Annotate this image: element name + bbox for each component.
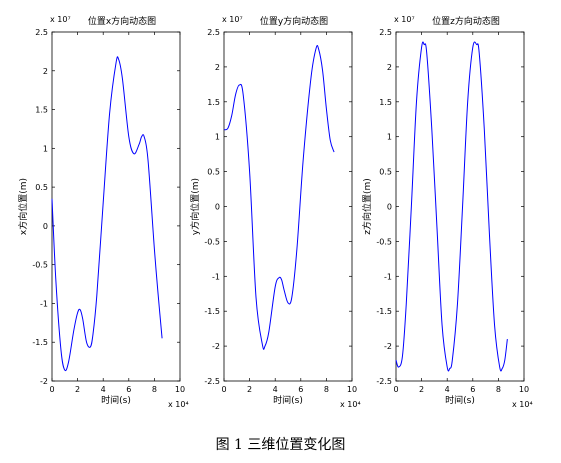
y-tick-label: 0 <box>215 203 220 212</box>
y-tick-label: -1 <box>40 299 48 308</box>
x-tick-label: 4 <box>101 385 106 394</box>
x-tick-label: 6 <box>298 385 303 394</box>
y-tick-label: 2 <box>215 63 220 72</box>
y-exponent-label: x 10⁷ <box>50 15 71 24</box>
series-line-1 <box>51 56 163 372</box>
plot-frame <box>395 31 525 382</box>
y-tick-label: -0.5 <box>204 237 220 246</box>
x-tick-label: 2 <box>419 385 424 394</box>
x-tick-label: 10 <box>519 385 529 394</box>
x-tick-label: 4 <box>273 385 278 394</box>
y-tick-label: -0.5 <box>376 237 392 246</box>
y-axis-label: x方向位置(m) <box>17 178 29 235</box>
y-axis-label: y方向位置(m) <box>189 178 201 235</box>
y-exponent-label: x 10⁷ <box>394 15 415 24</box>
x-tick-label: 10 <box>347 385 357 394</box>
y-tick-label: 0.5 <box>207 168 220 177</box>
y-tick-label: 1.5 <box>35 106 48 115</box>
chart-title: 位置z方向动态图 <box>432 15 500 27</box>
x-exponent-label: x 10⁴ <box>340 400 361 409</box>
y-tick-label: 0.5 <box>379 168 392 177</box>
series-line-1 <box>223 44 335 350</box>
x-tick-label: 10 <box>175 385 185 394</box>
y-tick-label: 1.5 <box>379 98 392 107</box>
figure-caption: 图 1 三维位置变化图 <box>215 437 346 453</box>
y-tick-label: -2.5 <box>204 377 220 386</box>
y-tick-label: -1 <box>384 272 392 281</box>
y-tick-label: 2.5 <box>207 28 220 37</box>
y-tick-label: 2.5 <box>35 28 48 37</box>
x-tick-label: 2 <box>75 385 80 394</box>
x-exponent-label: x 10⁴ <box>168 400 189 409</box>
y-tick-label: 1.5 <box>207 98 220 107</box>
y-tick-label: -1.5 <box>204 307 220 316</box>
x-axis-label: 时间(s) <box>273 394 303 406</box>
y-tick-label: -1.5 <box>376 307 392 316</box>
y-tick-label: 0 <box>387 203 392 212</box>
x-tick-label: 0 <box>393 385 398 394</box>
y-axis-label: z方向位置(m) <box>361 178 373 235</box>
y-tick-label: 2 <box>387 63 392 72</box>
y-tick-label: -2.5 <box>376 377 392 386</box>
x-tick-label: 8 <box>324 385 329 394</box>
chart-panel-2: 0 2 4 6 8 10 -2.5 -2 -1.5 -1 -0.5 0 0.5 1 1.5 2 2.5x 10⁷… <box>189 15 361 409</box>
y-tick-label: -1 <box>212 272 220 281</box>
x-tick-label: 6 <box>126 385 131 394</box>
y-tick-label: -2 <box>40 377 48 386</box>
y-tick-label: 0 <box>43 222 48 231</box>
x-tick-label: 0 <box>221 385 226 394</box>
chart-panel-1: 0 2 4 6 8 10 -2 -1.5 -1 -0.5 0 0.5 1 1.5 2 2.5x 10⁷ x 10… <box>17 15 189 409</box>
chart-panel-3: 0 2 4 6 8 10 -2.5 -2 -1.5 -1 -0.5 0 0.5 1 1.5 2 2.5x 10⁷… <box>361 15 533 409</box>
y-tick-label: -2 <box>384 342 392 351</box>
y-tick-label: -2 <box>212 342 220 351</box>
x-tick-label: 2 <box>247 385 252 394</box>
x-tick-label: 0 <box>49 385 54 394</box>
y-exponent-label: x 10⁷ <box>222 15 243 24</box>
chart-title: 位置y方向动态图 <box>260 15 328 27</box>
chart-title: 位置x方向动态图 <box>88 15 156 27</box>
y-tick-label: 1 <box>43 144 48 153</box>
x-exponent-label: x 10⁴ <box>512 400 533 409</box>
plot-frame <box>223 31 353 382</box>
x-axis-label: 时间(s) <box>445 394 475 406</box>
y-tick-label: 2 <box>43 67 48 76</box>
series-line-1 <box>395 41 508 372</box>
plot-frame <box>51 31 181 382</box>
x-tick-label: 6 <box>470 385 475 394</box>
y-tick-label: -0.5 <box>32 261 48 270</box>
x-axis-label: 时间(s) <box>101 394 131 406</box>
y-tick-label: 2.5 <box>379 28 392 37</box>
y-tick-label: 1 <box>387 133 392 142</box>
y-tick-label: -1.5 <box>32 338 48 347</box>
x-tick-label: 8 <box>496 385 501 394</box>
x-tick-label: 8 <box>152 385 157 394</box>
y-tick-label: 0.5 <box>35 183 48 192</box>
y-tick-label: 1 <box>215 133 220 142</box>
x-tick-label: 4 <box>445 385 450 394</box>
